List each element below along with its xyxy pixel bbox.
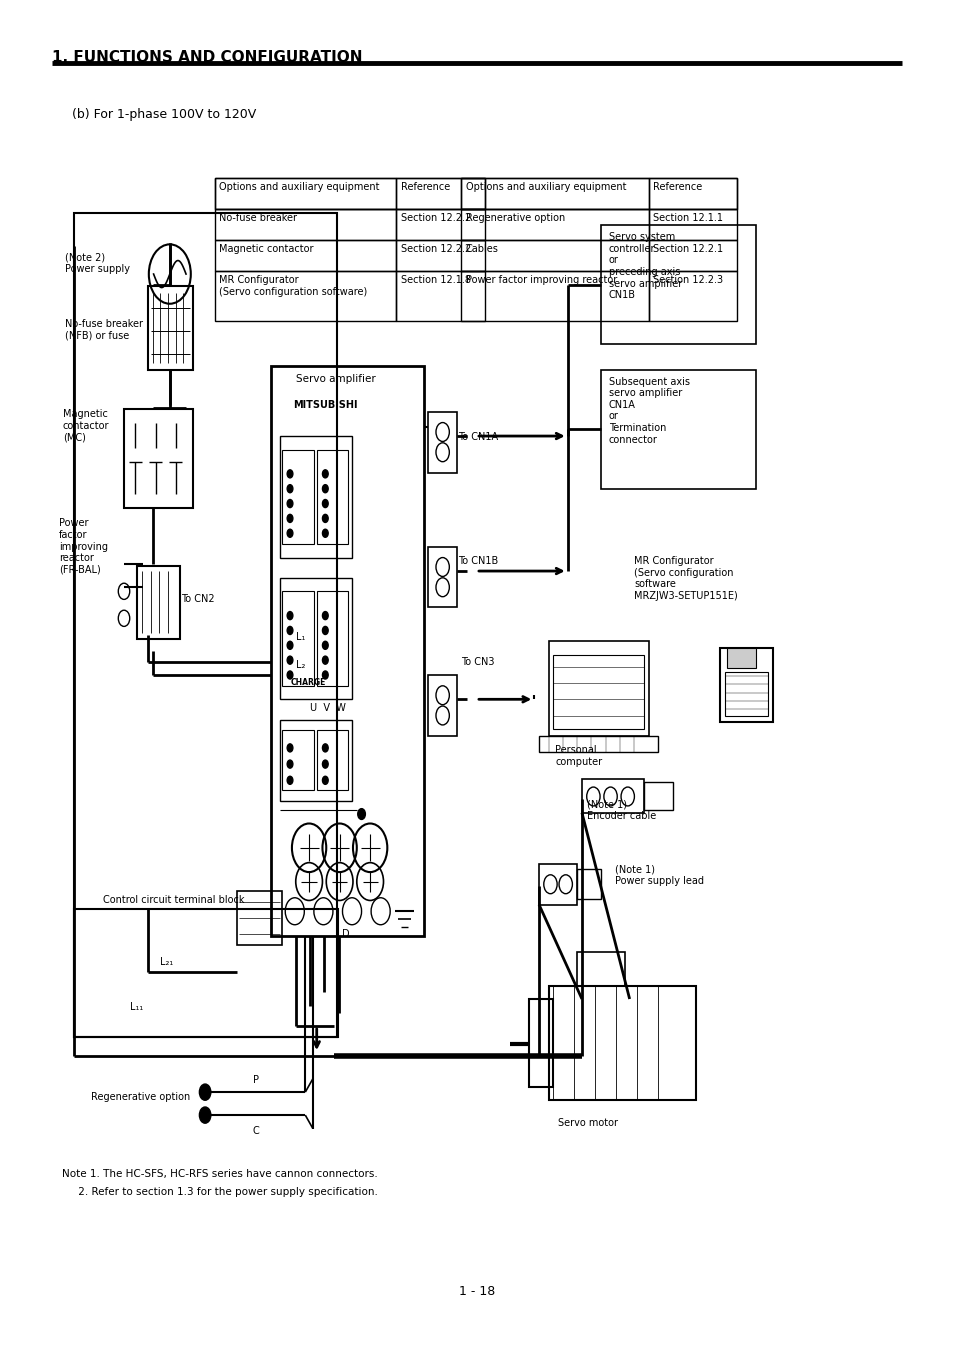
Bar <box>395 178 484 209</box>
Circle shape <box>322 500 328 508</box>
Bar <box>600 370 755 489</box>
Text: 2. Refer to section 1.3 for the power supply specification.: 2. Refer to section 1.3 for the power su… <box>62 1187 377 1196</box>
Circle shape <box>322 626 328 634</box>
Text: (Note 1)
Encoder cable: (Note 1) Encoder cable <box>586 799 656 821</box>
Bar <box>529 999 553 1087</box>
Circle shape <box>199 1084 211 1100</box>
Bar <box>643 782 672 810</box>
Circle shape <box>322 470 328 478</box>
Text: Magnetic
contactor
(MC): Magnetic contactor (MC) <box>63 409 110 443</box>
Bar <box>548 641 648 736</box>
Text: To CN3: To CN3 <box>460 657 494 667</box>
Bar <box>648 209 737 240</box>
Text: MR Configurator
(Servo configuration
software
MRZJW3-SETUP151E): MR Configurator (Servo configuration sof… <box>634 556 738 601</box>
Bar <box>316 450 348 544</box>
Circle shape <box>287 744 293 752</box>
Circle shape <box>322 776 328 784</box>
Bar <box>316 730 348 790</box>
Text: Section 12.2.2: Section 12.2.2 <box>400 213 471 223</box>
Text: L₂: L₂ <box>295 660 305 670</box>
Text: No-fuse breaker: No-fuse breaker <box>219 213 297 223</box>
Text: C: C <box>253 1126 259 1135</box>
Text: Servo system
controller
or
preceding axis
servo amplifier
CN1B: Servo system controller or preceding axi… <box>608 232 681 300</box>
Text: Personal
computer: Personal computer <box>555 745 601 767</box>
Bar <box>214 209 395 240</box>
Circle shape <box>287 485 293 493</box>
Bar <box>648 178 737 209</box>
Text: To CN1B: To CN1B <box>457 556 497 566</box>
Circle shape <box>287 760 293 768</box>
Bar <box>460 240 648 271</box>
Circle shape <box>357 809 365 819</box>
Bar <box>282 591 314 686</box>
Text: Note 1. The HC-SFS, HC-RFS series have cannon connectors.: Note 1. The HC-SFS, HC-RFS series have c… <box>62 1169 377 1179</box>
Circle shape <box>287 671 293 679</box>
Text: (Note 1)
Power supply lead: (Note 1) Power supply lead <box>615 864 703 886</box>
Text: L₂₁: L₂₁ <box>160 957 173 967</box>
Text: Power
factor
improving
reactor
(FR-BAL): Power factor improving reactor (FR-BAL) <box>59 518 108 575</box>
Text: CHARGE: CHARGE <box>291 678 326 687</box>
Bar <box>214 271 395 321</box>
Text: Subsequent axis
servo amplifier
CN1A
or
Termination
connector: Subsequent axis servo amplifier CN1A or … <box>608 377 689 444</box>
Bar <box>316 591 348 686</box>
Text: Regenerative option: Regenerative option <box>465 213 564 223</box>
Bar <box>282 730 314 790</box>
Bar <box>428 412 456 472</box>
Text: (Note 2)
Power supply: (Note 2) Power supply <box>65 252 130 274</box>
Text: MR Configurator
(Servo configuration software): MR Configurator (Servo configuration sof… <box>219 275 367 297</box>
Bar <box>395 240 484 271</box>
Circle shape <box>287 529 293 537</box>
Bar <box>553 655 643 729</box>
Circle shape <box>287 470 293 478</box>
Bar <box>538 864 577 904</box>
Text: D: D <box>341 929 349 938</box>
Text: MITSUBISHI: MITSUBISHI <box>293 400 357 409</box>
Bar <box>74 909 337 1037</box>
Bar <box>271 366 423 936</box>
Text: Cables: Cables <box>465 244 497 254</box>
Bar <box>124 409 193 508</box>
Text: Control circuit terminal block: Control circuit terminal block <box>103 895 244 905</box>
Bar <box>282 450 314 544</box>
Circle shape <box>322 656 328 664</box>
Bar <box>726 648 755 668</box>
Text: Section 12.1.1: Section 12.1.1 <box>653 213 722 223</box>
Text: Section 12.2.3: Section 12.2.3 <box>653 275 723 285</box>
Text: L₁₁: L₁₁ <box>130 1002 143 1011</box>
Text: Servo motor: Servo motor <box>558 1118 618 1127</box>
Bar <box>214 240 395 271</box>
Bar <box>214 178 395 209</box>
Text: Regenerative option: Regenerative option <box>91 1092 190 1102</box>
Text: U  V  W: U V W <box>310 703 346 713</box>
Bar <box>214 178 484 209</box>
Bar <box>395 271 484 321</box>
Bar <box>74 213 336 1037</box>
Bar <box>538 736 658 752</box>
Text: Reference: Reference <box>653 182 702 192</box>
Bar <box>428 675 456 736</box>
Bar <box>460 271 648 321</box>
Circle shape <box>322 514 328 522</box>
Bar <box>236 891 282 945</box>
Text: No-fuse breaker
(NFB) or fuse: No-fuse breaker (NFB) or fuse <box>65 319 143 340</box>
Bar <box>280 720 352 801</box>
Bar <box>648 271 737 321</box>
Text: 1 - 18: 1 - 18 <box>458 1285 495 1299</box>
Text: To CN2: To CN2 <box>181 594 214 603</box>
Circle shape <box>322 641 328 649</box>
Bar <box>460 178 737 209</box>
Bar <box>548 986 696 1100</box>
Circle shape <box>322 671 328 679</box>
Bar <box>577 952 624 986</box>
Circle shape <box>287 612 293 620</box>
Text: P: P <box>253 1075 258 1084</box>
Bar <box>720 648 772 722</box>
Bar <box>280 436 352 558</box>
Bar <box>648 240 737 271</box>
Bar <box>460 178 648 209</box>
Bar <box>600 225 755 344</box>
Text: 1. FUNCTIONS AND CONFIGURATION: 1. FUNCTIONS AND CONFIGURATION <box>51 50 361 65</box>
Circle shape <box>287 626 293 634</box>
Bar <box>137 566 180 639</box>
Bar <box>460 209 648 240</box>
